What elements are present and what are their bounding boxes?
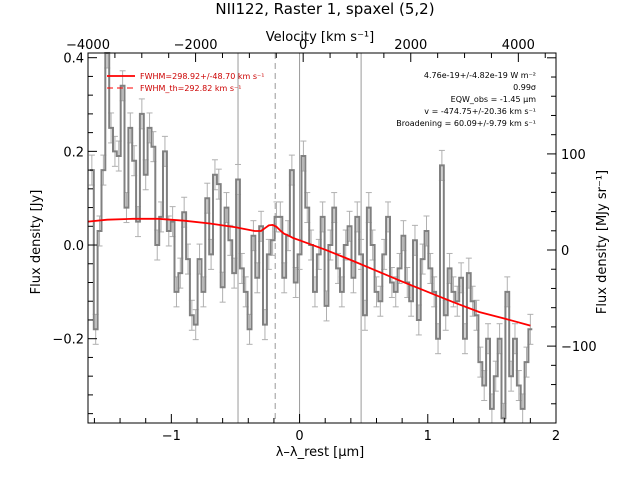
x2-tick-label: −4000 [66,38,110,53]
legend-entry-fwhm-th: FWHM_th=292.82 km s⁻¹ [140,84,241,93]
annotation-eqw: EQW_obs = -1.45 μm [451,95,537,104]
y2-tick-label: 100 [561,148,586,163]
x-tick-label: 2 [552,429,560,444]
chart-title: NII122, Raster 1, spaxel (5,2) [215,0,434,18]
fit-series [87,217,531,327]
y2-tick-label: −100 [561,340,597,355]
y-tick-label: 0.0 [63,239,84,254]
legend: FWHM=298.92+/-48.70 km s⁻¹ FWHM_th=292.8… [107,72,264,93]
annotation-velocity: v = -474.75+/-20.36 km s⁻¹ [424,107,536,116]
x2-tick-label: 2000 [394,38,427,53]
annotation-sigma: 0.99σ [513,83,536,92]
x-tick-label: 1 [424,429,432,444]
x2-axis-label: Velocity [km s⁻¹] [266,30,374,45]
y-tick-label: −0.2 [52,333,84,348]
annotations: 4.76e-19+/-4.82e-19 W m⁻² 0.99σ EQW_obs … [396,71,536,128]
x-axis-label: λ–λ_rest [μm] [276,445,365,460]
y-tick-label: 0.2 [63,145,84,160]
y-axis-label: Flux density [Jy] [29,190,44,295]
x2-tick-label: 4000 [502,38,535,53]
y2-axis-label: Flux density [MJy sr⁻¹] [595,170,610,314]
x-tick-label: 0 [295,429,303,444]
annotation-broadening: Broadening = 60.09+/-9.79 km s⁻¹ [396,119,536,128]
y2-tick-label: 0 [561,244,569,259]
x2-tick-label: 0 [299,38,307,53]
legend-entry-fwhm: FWHM=298.92+/-48.70 km s⁻¹ [140,72,264,81]
y-tick-label: 0.4 [63,52,84,67]
plot-frame [87,52,557,424]
x2-tick-label: −2000 [174,38,218,53]
reference-lines [237,53,362,423]
fit-line [87,217,531,327]
x-tick-label: −1 [162,429,181,444]
annotation-line-flux: 4.76e-19+/-4.82e-19 W m⁻² [424,71,536,80]
axes: −1 0 1 2 −4000 −2000 0 2000 4000 −0.2 0.0 0.2 0.4 −10… [52,38,596,444]
